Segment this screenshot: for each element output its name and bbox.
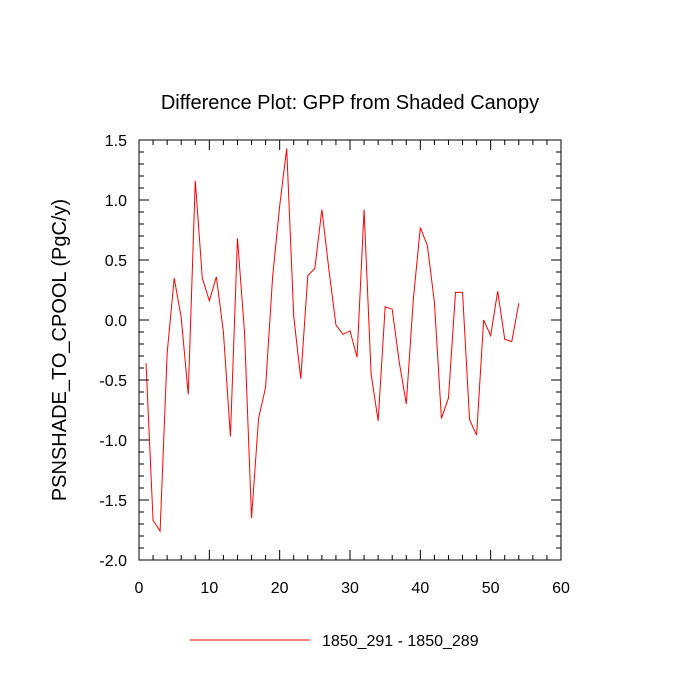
chart-title: Difference Plot: GPP from Shaded Canopy — [161, 92, 539, 114]
plot-area — [138, 139, 562, 561]
y-axis-label: PSNSHADE_TO_CPOOL (PgC/y) — [49, 199, 71, 501]
series-line — [145, 148, 520, 533]
y-axis: -2.0 -1.5 -1.0 -0.5 0.0 0.5 1.0 1.5 — [99, 133, 561, 570]
y-tick-label: -1.5 — [99, 493, 127, 510]
x-tick-label: 0 — [135, 580, 144, 597]
y-tick-label: 1.0 — [105, 193, 127, 210]
x-tick-label: 40 — [411, 580, 429, 597]
x-tick-label: 50 — [482, 580, 500, 597]
y-tick-label: 1.5 — [105, 133, 127, 150]
legend: 1850_291 - 1850_289 — [190, 633, 479, 650]
x-tick-label: 60 — [552, 580, 570, 597]
plot-frame — [138, 139, 562, 561]
legend-label: 1850_291 - 1850_289 — [322, 633, 479, 650]
y-tick-label: -2.0 — [99, 553, 127, 570]
y-tick-label: -0.5 — [99, 373, 127, 390]
x-tick-label: 10 — [200, 580, 218, 597]
y-tick-label: 0.0 — [105, 313, 127, 330]
y-tick-label: 0.5 — [105, 253, 127, 270]
x-tick-label: 20 — [271, 580, 289, 597]
y-tick-label: -1.0 — [99, 433, 127, 450]
x-axis: 0 10 20 30 40 50 60 — [135, 140, 570, 597]
x-tick-label: 30 — [341, 580, 359, 597]
